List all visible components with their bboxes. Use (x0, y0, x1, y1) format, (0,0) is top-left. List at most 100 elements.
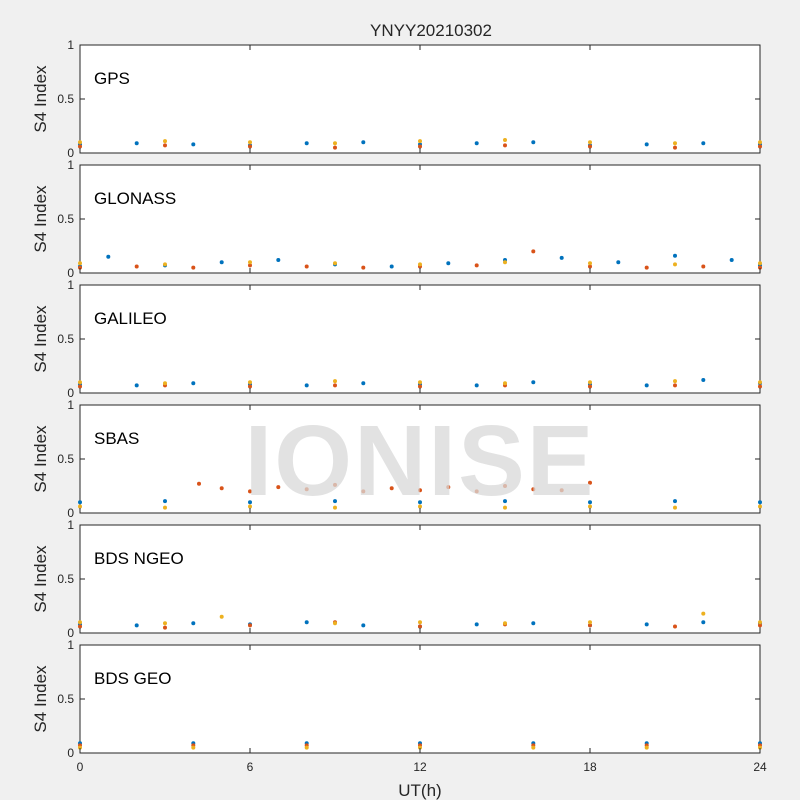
data-point (644, 383, 649, 388)
data-point (758, 623, 762, 628)
data-point (219, 486, 224, 491)
data-point (191, 142, 196, 147)
data-point (673, 253, 677, 258)
data-point (418, 504, 422, 509)
data-point (361, 623, 366, 628)
data-point (333, 482, 337, 487)
panel-frame (79, 524, 761, 634)
panel-4: 0 0.5 1 BDS NGEO S4 Index (31, 518, 762, 640)
data-point (333, 505, 337, 510)
data-point (106, 254, 111, 259)
data-point (418, 488, 422, 493)
data-point (389, 264, 394, 269)
data-point (134, 623, 139, 628)
data-point (134, 141, 139, 146)
data-point (474, 141, 479, 146)
data-point (758, 500, 762, 505)
y-tick-label: 1 (67, 398, 74, 412)
data-point (219, 260, 224, 265)
data-point (197, 481, 201, 486)
data-point (588, 623, 592, 628)
data-point (588, 261, 592, 266)
data-point (673, 141, 677, 146)
data-point (361, 381, 366, 386)
data-point (701, 611, 706, 616)
data-point (333, 145, 337, 150)
data-point (474, 489, 479, 494)
data-point (248, 380, 252, 385)
data-point (304, 745, 309, 750)
data-point (503, 260, 507, 265)
data-point (588, 620, 592, 625)
system-label: SBAS (94, 429, 139, 448)
data-point (78, 384, 82, 389)
data-point (163, 143, 167, 148)
data-point (673, 499, 677, 504)
panel-frame (79, 164, 761, 274)
data-point (78, 144, 82, 149)
y-tick-label: 1 (67, 38, 74, 52)
data-point (418, 745, 422, 750)
data-point (673, 379, 677, 384)
data-point (673, 262, 677, 267)
y-axis-label: S4 Index (31, 665, 50, 733)
data-point (701, 378, 706, 382)
data-point (304, 264, 309, 269)
data-point (758, 504, 762, 509)
data-point (673, 624, 677, 629)
y-tick-label: 0.5 (57, 572, 74, 586)
data-point (333, 499, 337, 504)
x-tick-label: 24 (753, 760, 767, 774)
y-tick-label: 0 (67, 626, 74, 640)
data-point (588, 264, 592, 269)
data-point (758, 384, 762, 389)
data-point (304, 620, 309, 625)
data-point (588, 144, 592, 149)
data-point (78, 261, 82, 266)
system-label: GALILEO (94, 309, 167, 328)
x-tick-label: 6 (247, 760, 254, 774)
series-1-1 (78, 249, 762, 270)
x-tick-label: 0 (77, 760, 84, 774)
panel-5: 0 0.5 1 BDS GEO S4 Index (31, 638, 762, 760)
data-point (134, 264, 139, 269)
y-tick-label: 0 (67, 146, 74, 160)
x-axis-label: UT(h) (398, 781, 441, 800)
data-point (559, 488, 564, 493)
data-point (758, 620, 762, 625)
y-tick-label: 0.5 (57, 692, 74, 706)
data-point (588, 504, 592, 509)
data-point (333, 621, 337, 626)
data-point (474, 263, 479, 268)
data-point (531, 380, 536, 385)
x-tick-label: 18 (583, 760, 597, 774)
data-point (333, 379, 337, 384)
data-point (248, 260, 252, 265)
data-point (191, 381, 196, 386)
y-tick-label: 0 (67, 746, 74, 760)
panel-3: 0 0.5 1 SBAS S4 Index (31, 398, 762, 520)
data-point (531, 249, 536, 254)
data-point (78, 504, 82, 509)
series-4-2 (78, 611, 762, 626)
data-point (758, 144, 762, 149)
data-point (333, 383, 337, 388)
system-label: GLONASS (94, 189, 176, 208)
data-point (418, 262, 422, 267)
data-point (163, 505, 167, 510)
data-point (758, 380, 762, 385)
panel-frame (79, 644, 761, 754)
data-point (248, 504, 252, 509)
system-label: BDS GEO (94, 669, 171, 688)
data-point (559, 255, 564, 260)
data-point (248, 263, 252, 268)
data-point (644, 745, 649, 750)
y-tick-label: 0.5 (57, 92, 74, 106)
y-tick-label: 0 (67, 506, 74, 520)
system-label: GPS (94, 69, 130, 88)
data-point (701, 620, 706, 625)
data-point (163, 621, 167, 626)
data-point (418, 500, 422, 505)
y-axis-label: S4 Index (31, 425, 50, 493)
data-point (758, 745, 762, 750)
